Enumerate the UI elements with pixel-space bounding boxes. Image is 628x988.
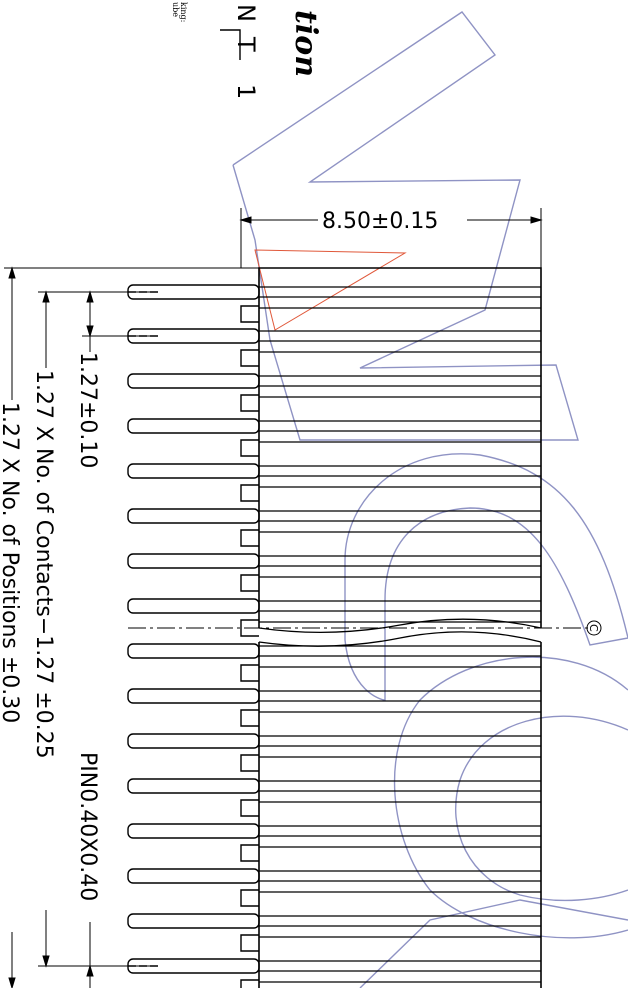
pin-notch: [240, 305, 259, 323]
pin-notch: [240, 574, 259, 592]
pin: [127, 778, 260, 794]
pin-notch: [240, 529, 259, 547]
pin: [127, 913, 260, 929]
pin-notch: [240, 439, 259, 457]
pin: [127, 643, 260, 659]
pin-size-label: PIN0.40X0.40: [75, 752, 100, 901]
pin-notch: [240, 394, 259, 412]
block-letter-t: T: [232, 36, 260, 52]
pin: [127, 463, 260, 479]
pin: [127, 868, 260, 884]
centerline-marker: [586, 620, 602, 636]
pin-notch: [240, 664, 259, 682]
pin: [127, 553, 260, 569]
pin-notch: [240, 934, 259, 952]
small-note-line-1: king:: [179, 2, 188, 22]
dim-pitch-label: 1.27±0.10: [75, 352, 100, 468]
dim-width-label: 8.50±0.15: [322, 209, 438, 234]
dim-positions-label: 1.27 X No. of Positions ±0.30: [0, 402, 22, 723]
pin-notch: [240, 979, 259, 988]
block-letter-n: N: [232, 4, 260, 22]
accent-triangle: [254, 249, 407, 331]
pin-notch: [240, 619, 259, 637]
dim-positions: [4, 266, 259, 988]
pin: [127, 733, 260, 749]
block-letter-1: 1: [232, 84, 260, 99]
pin-size-arrow: [82, 922, 155, 988]
pin: [127, 373, 260, 389]
pin-notch: [240, 844, 259, 862]
pin: [127, 508, 260, 524]
pin: [127, 598, 260, 614]
pin: [127, 688, 260, 704]
title-fragment: tion: [288, 10, 323, 77]
block-bracket: [220, 29, 241, 60]
watermark-logo: [232, 11, 628, 988]
pin-notch: [240, 889, 259, 907]
dim-contacts-label: 1.27 X No. of Contacts−1.27 ±0.25: [31, 370, 56, 759]
centerline-symbol: C: [587, 624, 600, 632]
pin-notch: [240, 484, 259, 502]
pin-notch: [240, 799, 259, 817]
pin-notch: [240, 349, 259, 367]
dim-width: [239, 208, 543, 268]
pin-array: [127, 284, 260, 988]
pin: [127, 418, 260, 434]
pin-notch: [240, 754, 259, 772]
connector-body: [258, 267, 542, 988]
pin-notch: [240, 709, 259, 727]
pin: [127, 823, 260, 839]
small-note-line-2: ube: [171, 2, 180, 17]
